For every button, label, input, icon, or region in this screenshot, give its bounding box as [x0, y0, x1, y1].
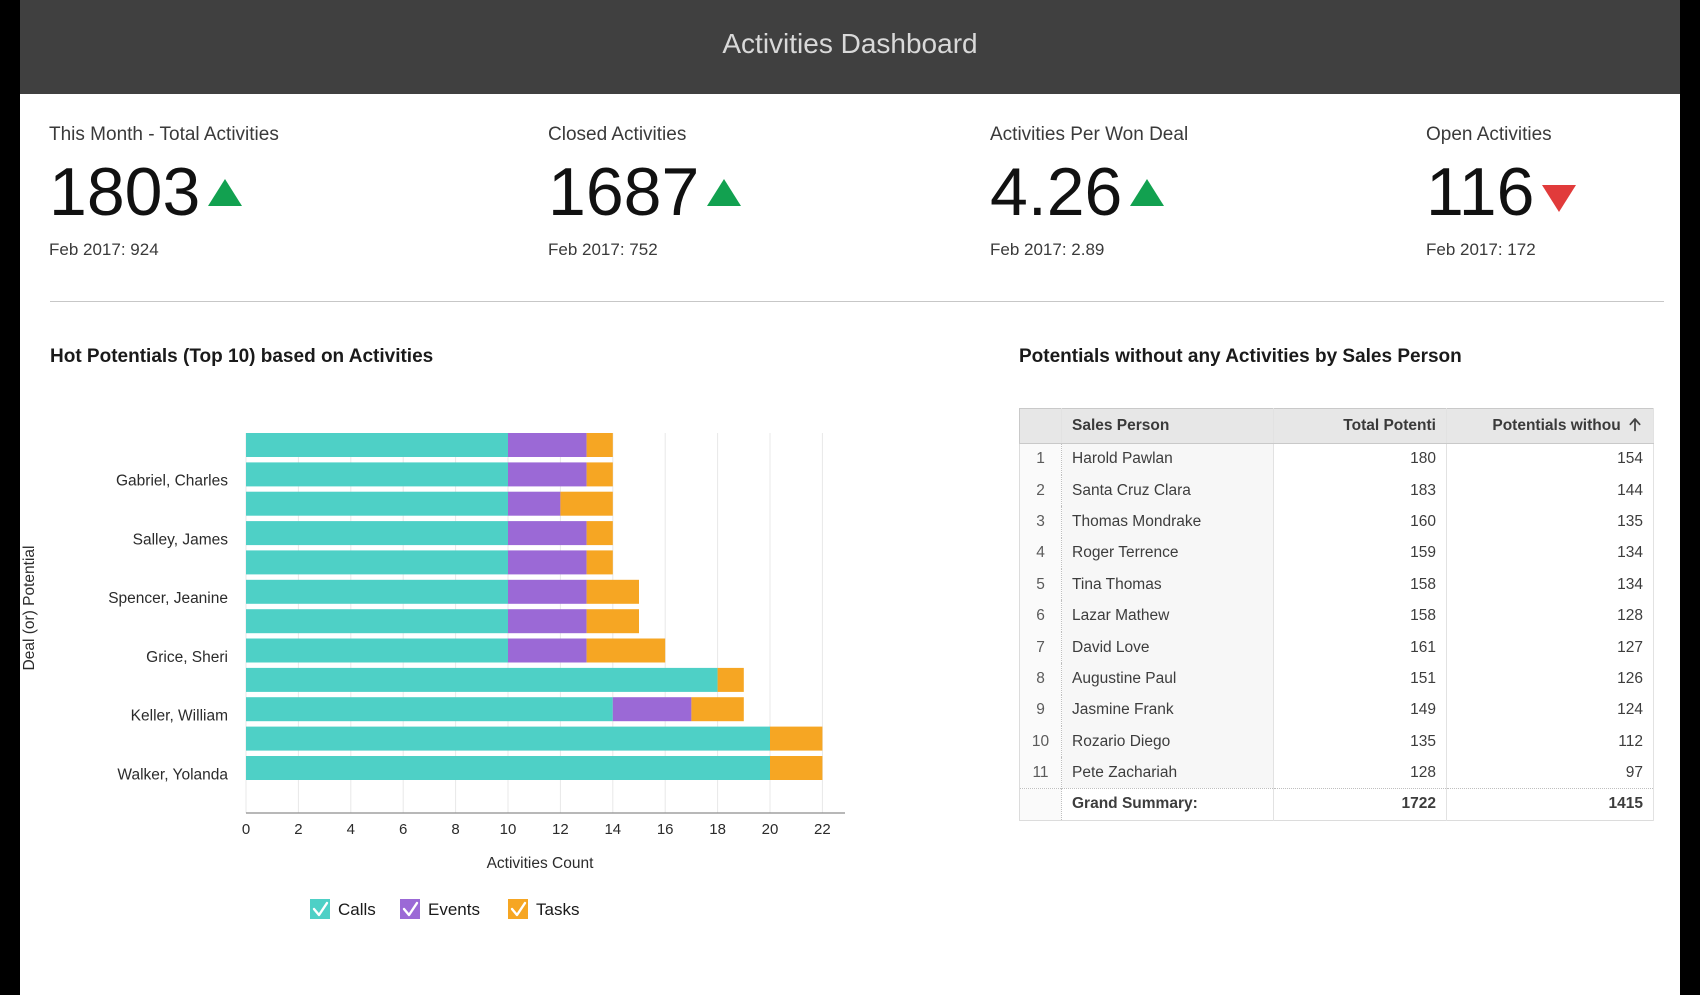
svg-text:16: 16 [657, 821, 674, 838]
svg-text:6: 6 [399, 821, 407, 838]
svg-text:8: 8 [451, 821, 459, 838]
svg-text:18: 18 [709, 821, 726, 838]
svg-text:Salley, James: Salley, James [133, 531, 229, 548]
svg-text:Tasks: Tasks [536, 900, 579, 919]
svg-text:14: 14 [604, 821, 621, 838]
svg-text:Walker, Yolanda: Walker, Yolanda [117, 766, 228, 783]
svg-text:Events: Events [428, 900, 480, 919]
svg-text:20: 20 [762, 821, 779, 838]
svg-text:Gabriel, Charles: Gabriel, Charles [116, 473, 228, 490]
svg-text:10: 10 [500, 821, 517, 838]
svg-text:22: 22 [814, 821, 831, 838]
svg-text:Grice, Sheri: Grice, Sheri [146, 649, 228, 666]
svg-text:12: 12 [552, 821, 569, 838]
svg-text:Keller, William: Keller, William [131, 708, 228, 725]
svg-text:0: 0 [242, 821, 250, 838]
svg-text:Deal (or) Potential: Deal (or) Potential [21, 546, 38, 671]
svg-text:2: 2 [294, 821, 302, 838]
svg-text:Spencer, Jeanine: Spencer, Jeanine [108, 590, 228, 607]
svg-text:4: 4 [347, 821, 355, 838]
svg-text:Activities Count: Activities Count [487, 855, 595, 872]
svg-text:Calls: Calls [338, 900, 376, 919]
